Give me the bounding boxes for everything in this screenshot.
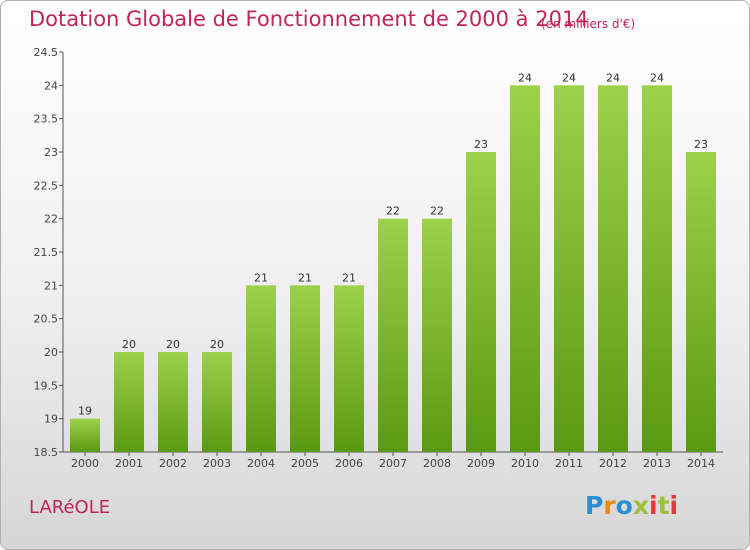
- bar: [114, 352, 144, 452]
- data-label: 23: [474, 138, 488, 151]
- data-label: 21: [254, 271, 268, 284]
- data-label: 24: [606, 71, 620, 84]
- y-tick-label: 22: [44, 213, 58, 226]
- data-label: 20: [166, 338, 180, 351]
- data-label: 24: [650, 71, 664, 84]
- data-label: 22: [386, 205, 400, 218]
- y-tick-label: 24.5: [34, 46, 59, 59]
- x-tick-label: 2010: [511, 457, 539, 470]
- bar: [246, 285, 276, 452]
- y-tick-label: 21.5: [34, 246, 59, 259]
- bar: [466, 152, 496, 452]
- data-label: 20: [210, 338, 224, 351]
- chart-title: Dotation Globale de Fonctionnement de 20…: [29, 7, 589, 31]
- bar: [510, 85, 540, 452]
- x-tick-label: 2008: [423, 457, 451, 470]
- y-tick-label: 19.5: [34, 379, 59, 392]
- bar: [554, 85, 584, 452]
- x-tick-label: 2006: [335, 457, 363, 470]
- bar: [642, 85, 672, 452]
- logo-letter: i: [669, 491, 679, 520]
- y-tick-label: 23.5: [34, 113, 59, 126]
- x-tick-label: 2004: [247, 457, 275, 470]
- x-tick-label: 2003: [203, 457, 231, 470]
- y-tick-label: 23: [44, 146, 58, 159]
- bar: [202, 352, 232, 452]
- bar: [686, 152, 716, 452]
- x-tick-label: 2001: [115, 457, 143, 470]
- bar: [158, 352, 188, 452]
- y-tick-label: 19: [44, 413, 58, 426]
- proxiti-logo[interactable]: Proxiti: [585, 491, 678, 520]
- y-tick-label: 20.5: [34, 313, 59, 326]
- logo-letter: r: [603, 491, 616, 520]
- logo-letter: t: [657, 491, 670, 520]
- bar: [378, 218, 408, 452]
- x-tick-label: 2013: [643, 457, 671, 470]
- y-tick-label: 20: [44, 346, 58, 359]
- data-label: 23: [694, 138, 708, 151]
- bar: [70, 418, 100, 452]
- data-labels: 19 20 20 20 21 21 21 22 22 23 24 24 24 24 23: [78, 71, 708, 417]
- data-label: 22: [430, 205, 444, 218]
- data-label: 21: [298, 271, 312, 284]
- logo-letter: P: [585, 491, 604, 520]
- y-tick-label: 24: [44, 79, 58, 92]
- data-label: 24: [518, 71, 532, 84]
- x-tick-label: 2002: [159, 457, 187, 470]
- x-tick-label: 2012: [599, 457, 627, 470]
- x-tick-label: 2007: [379, 457, 407, 470]
- chart-subtitle: (en milliers d'€): [541, 17, 636, 31]
- bar: [334, 285, 364, 452]
- logo-letter: x: [632, 491, 649, 520]
- y-tick-label: 18.5: [34, 446, 59, 459]
- axes: 18.5 19 19.5 20 20.5 21 21.5 22 22.5 23 23.5 24 24.5…: [34, 46, 723, 470]
- logo-letter: o: [615, 491, 633, 520]
- bar: [598, 85, 628, 452]
- x-tick-label: 2011: [555, 457, 583, 470]
- x-tick-label: 2000: [71, 457, 99, 470]
- y-tick-label: 22.5: [34, 179, 59, 192]
- x-tick-label: 2014: [687, 457, 715, 470]
- data-label: 24: [562, 71, 576, 84]
- bar: [422, 218, 452, 452]
- logo-letter: i: [649, 491, 658, 520]
- x-tick-label: 2005: [291, 457, 319, 470]
- data-label: 19: [78, 405, 92, 418]
- data-label: 21: [342, 271, 356, 284]
- bars: [70, 85, 716, 452]
- commune-name: LARéOLE: [29, 497, 111, 518]
- y-tick-label: 21: [44, 279, 58, 292]
- bar: [290, 285, 320, 452]
- data-label: 20: [122, 338, 136, 351]
- x-tick-label: 2009: [467, 457, 495, 470]
